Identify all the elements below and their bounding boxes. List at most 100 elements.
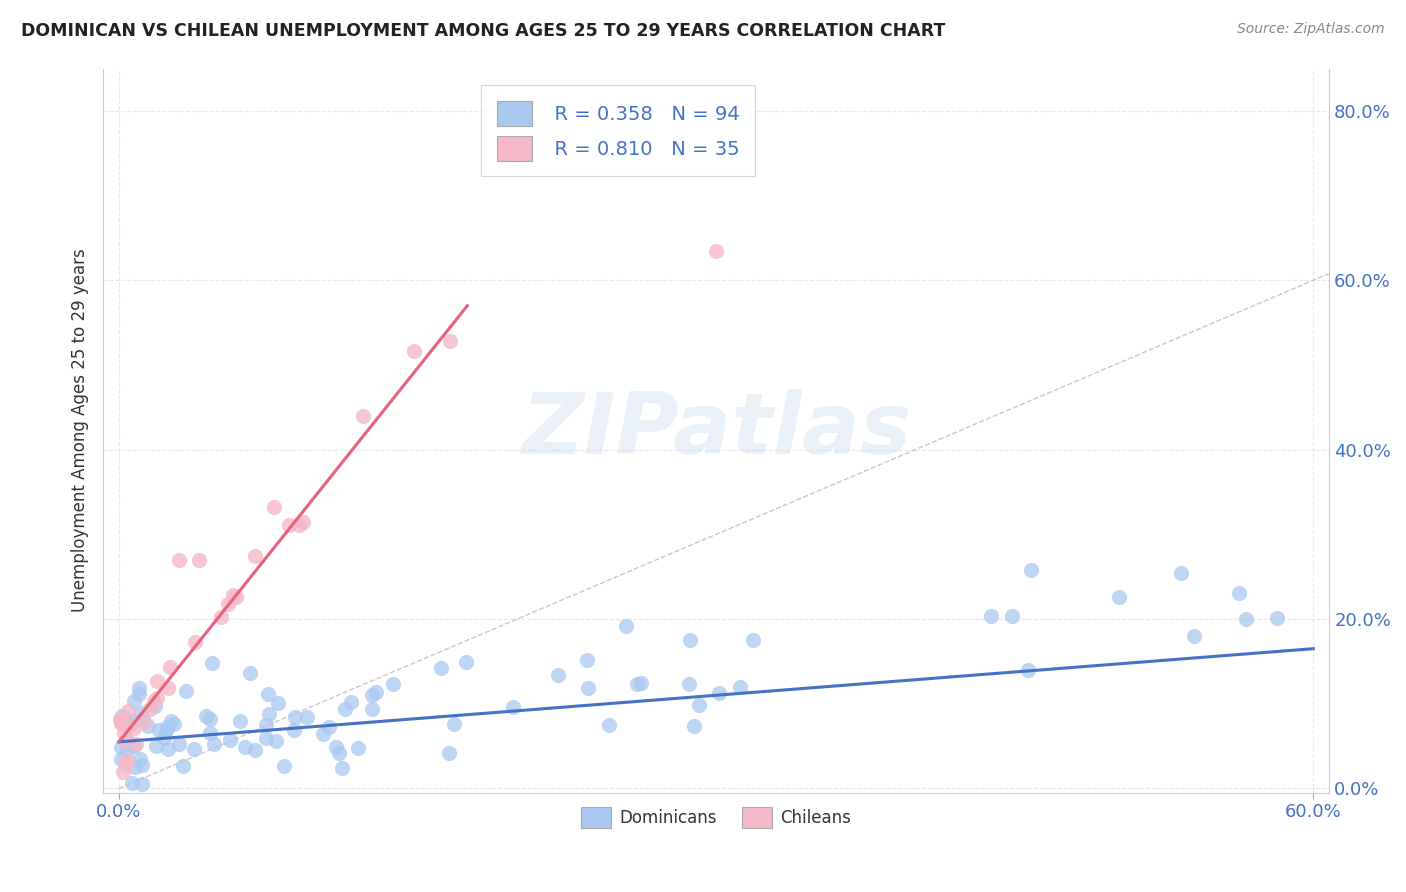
Point	[209, 609, 232, 624]
Point	[157, 681, 180, 695]
Point	[117, 734, 139, 748]
Point	[115, 742, 138, 756]
Point	[115, 753, 138, 767]
Point	[202, 737, 225, 751]
Legend: Dominicans, Chileans: Dominicans, Chileans	[575, 800, 858, 835]
Point	[361, 688, 384, 702]
Point	[159, 660, 181, 674]
Point	[145, 698, 167, 713]
Point	[155, 720, 177, 734]
Point	[1001, 608, 1024, 623]
Point	[361, 702, 384, 716]
Point	[167, 553, 190, 567]
Point	[283, 723, 305, 738]
Point	[257, 707, 280, 722]
Point	[110, 714, 132, 729]
Point	[156, 742, 179, 756]
Point	[243, 549, 266, 563]
Point	[122, 694, 145, 708]
Point	[292, 515, 315, 529]
Point	[346, 740, 368, 755]
Point	[264, 734, 287, 748]
Point	[614, 619, 637, 633]
Y-axis label: Unemployment Among Ages 25 to 29 years: Unemployment Among Ages 25 to 29 years	[72, 249, 89, 613]
Point	[120, 717, 142, 731]
Point	[124, 722, 146, 736]
Point	[730, 680, 752, 694]
Text: DOMINICAN VS CHILEAN UNEMPLOYMENT AMONG AGES 25 TO 29 YEARS CORRELATION CHART: DOMINICAN VS CHILEAN UNEMPLOYMENT AMONG …	[21, 22, 945, 40]
Point	[183, 742, 205, 756]
Point	[1108, 590, 1130, 604]
Point	[547, 667, 569, 681]
Point	[364, 685, 387, 699]
Point	[198, 712, 221, 726]
Point	[115, 756, 138, 771]
Point	[114, 734, 136, 748]
Point	[243, 742, 266, 756]
Point	[328, 747, 350, 761]
Point	[217, 597, 239, 611]
Point	[115, 718, 138, 732]
Point	[142, 694, 165, 708]
Point	[117, 704, 139, 718]
Point	[254, 731, 277, 746]
Point	[456, 655, 478, 669]
Point	[153, 731, 176, 745]
Point	[124, 760, 146, 774]
Point	[576, 681, 599, 695]
Point	[125, 737, 148, 751]
Point	[443, 716, 465, 731]
Point	[239, 666, 262, 681]
Point	[437, 746, 460, 760]
Point	[129, 752, 152, 766]
Point	[112, 764, 135, 779]
Point	[172, 758, 194, 772]
Text: Source: ZipAtlas.com: Source: ZipAtlas.com	[1237, 22, 1385, 37]
Point	[112, 726, 135, 740]
Point	[1227, 586, 1250, 600]
Point	[266, 696, 288, 710]
Point	[257, 687, 280, 701]
Point	[679, 632, 702, 647]
Text: ZIPatlas: ZIPatlas	[522, 389, 911, 472]
Point	[148, 723, 170, 738]
Point	[277, 517, 299, 532]
Point	[288, 517, 311, 532]
Point	[219, 733, 242, 747]
Point	[1017, 663, 1039, 677]
Point	[136, 719, 159, 733]
Point	[174, 684, 197, 698]
Point	[709, 686, 731, 700]
Point	[1170, 566, 1192, 581]
Point	[332, 761, 354, 775]
Point	[110, 715, 132, 730]
Point	[129, 706, 152, 720]
Point	[167, 737, 190, 751]
Point	[339, 694, 361, 708]
Point	[688, 698, 710, 712]
Point	[295, 710, 318, 724]
Point	[110, 708, 132, 723]
Point	[1021, 563, 1043, 577]
Point	[233, 739, 256, 754]
Point	[187, 553, 209, 567]
Point	[131, 777, 153, 791]
Point	[742, 633, 765, 648]
Point	[626, 677, 648, 691]
Point	[222, 588, 245, 602]
Point	[683, 719, 706, 733]
Point	[333, 702, 356, 716]
Point	[132, 712, 155, 726]
Point	[110, 752, 132, 766]
Point	[980, 609, 1002, 624]
Point	[402, 343, 425, 358]
Point	[145, 690, 167, 705]
Point	[128, 681, 150, 696]
Point	[162, 716, 184, 731]
Point	[312, 727, 335, 741]
Point	[110, 740, 132, 755]
Point	[110, 714, 132, 729]
Point	[145, 739, 167, 753]
Point	[131, 757, 153, 772]
Point	[704, 244, 727, 258]
